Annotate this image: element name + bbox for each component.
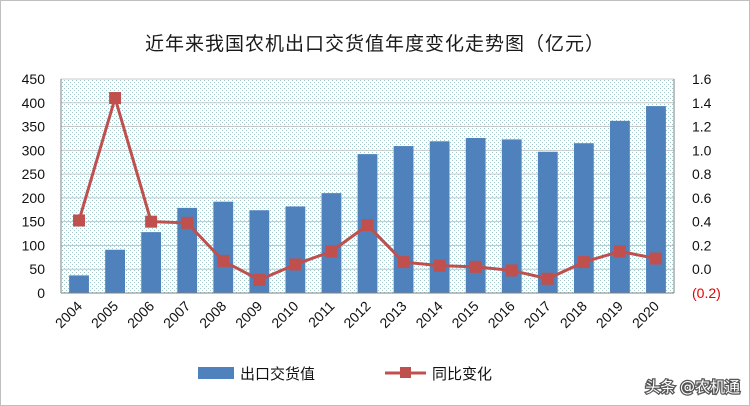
right-tick-label: (0.2) xyxy=(692,285,721,301)
bar xyxy=(537,151,558,293)
legend-line-marker xyxy=(400,367,411,378)
left-axis: 0 50 100 150 200 250 300 350 400 450 xyxy=(22,71,62,301)
line-point xyxy=(217,254,230,267)
line-point xyxy=(649,252,662,265)
right-tick-label: 0.0 xyxy=(692,261,712,277)
bar xyxy=(105,249,126,293)
line-point xyxy=(109,92,122,105)
right-tick-label: 1.2 xyxy=(692,119,712,135)
left-tick-label: 450 xyxy=(22,71,46,87)
line-point xyxy=(181,216,194,229)
left-tick-label: 400 xyxy=(22,95,46,111)
legend: 出口交货值 同比变化 xyxy=(198,365,492,383)
right-tick-label: 1.4 xyxy=(692,95,712,111)
line-point xyxy=(325,245,338,258)
bar xyxy=(141,232,162,293)
right-tick-label: 0.4 xyxy=(692,214,712,230)
bar xyxy=(393,146,414,293)
left-tick-label: 300 xyxy=(22,142,46,158)
left-tick-label: 200 xyxy=(22,190,46,206)
watermark: 头条 @农机通 xyxy=(645,378,740,396)
right-tick-label: 1.6 xyxy=(692,71,712,87)
bar xyxy=(573,143,594,293)
line-point xyxy=(577,256,590,269)
line-point xyxy=(469,260,482,273)
line-point xyxy=(433,259,446,272)
line-point xyxy=(541,272,554,285)
legend-line-label: 同比变化 xyxy=(432,365,492,383)
right-tick-label: 0.6 xyxy=(692,190,712,206)
line-point xyxy=(253,273,266,286)
left-tick-label: 350 xyxy=(22,119,46,135)
bar xyxy=(501,139,522,293)
chart-title: 近年来我国农机出口交货值年度变化走势图（亿元） xyxy=(145,33,605,55)
legend-bar-label: 出口交货值 xyxy=(240,365,315,383)
bar xyxy=(429,141,450,293)
left-tick-label: 0 xyxy=(37,285,45,301)
bar xyxy=(465,137,486,293)
right-axis: (0.2) 0.0 0.2 0.4 0.6 0.8 1.0 1.2 1.4 1.6 xyxy=(673,71,721,301)
bar xyxy=(249,210,270,293)
right-tick-label: 0.8 xyxy=(692,166,712,182)
line-point xyxy=(397,256,410,269)
line-point xyxy=(145,215,158,228)
left-tick-label: 250 xyxy=(22,166,46,182)
left-tick-label: 50 xyxy=(29,261,45,277)
line-point xyxy=(613,245,626,258)
line-series xyxy=(73,92,662,286)
line-point xyxy=(73,214,86,227)
bar xyxy=(285,206,306,293)
left-tick-label: 150 xyxy=(22,214,46,230)
bar xyxy=(609,120,630,293)
bar-series xyxy=(69,106,666,294)
right-tick-label: 1.0 xyxy=(692,142,712,158)
line-point xyxy=(289,258,302,271)
left-tick-label: 100 xyxy=(22,237,46,253)
legend-bar-swatch xyxy=(198,367,234,379)
right-tick-label: 0.2 xyxy=(692,237,712,253)
bar xyxy=(646,106,666,294)
bar xyxy=(69,275,89,293)
line-point xyxy=(361,219,374,232)
bar xyxy=(321,193,342,293)
bar xyxy=(213,201,234,293)
line-point xyxy=(505,264,518,277)
